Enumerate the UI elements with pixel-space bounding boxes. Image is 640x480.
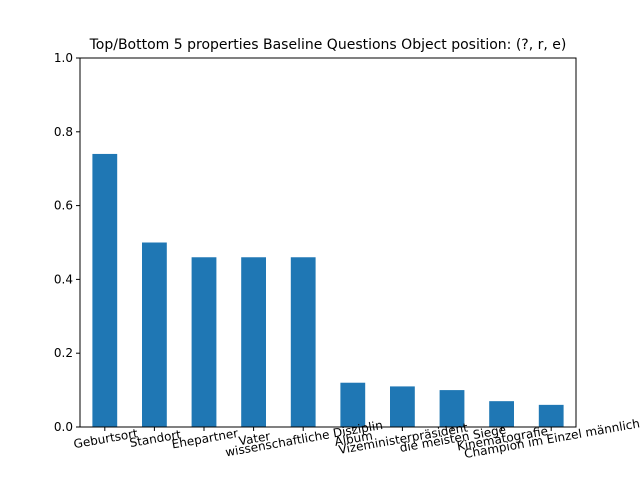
bars-group — [92, 153, 564, 427]
y-tick-label: 1.0 — [54, 51, 73, 65]
chart-title: Top/Bottom 5 properties Baseline Questio… — [89, 37, 567, 53]
y-tick-label: 0.6 — [54, 199, 73, 213]
y-tick-label: 0.0 — [54, 420, 73, 434]
bar — [142, 242, 167, 427]
y-axis: 0.0 0.2 0.4 0.6 0.8 1.0 — [54, 51, 80, 434]
bar — [439, 390, 465, 427]
bar — [191, 257, 217, 427]
y-tick-label: 0.8 — [54, 125, 73, 139]
y-tick-label: 0.4 — [54, 272, 73, 286]
bar — [538, 404, 564, 427]
x-tick-label: Album — [333, 428, 373, 448]
bar — [290, 257, 316, 427]
y-tick-label: 0.2 — [54, 346, 73, 360]
bar — [92, 153, 118, 427]
plot-frame — [79, 57, 577, 428]
bar — [241, 257, 266, 427]
bar — [489, 401, 514, 427]
bar — [390, 386, 415, 427]
bar — [340, 382, 366, 427]
x-tick-label: Vater — [238, 429, 272, 448]
